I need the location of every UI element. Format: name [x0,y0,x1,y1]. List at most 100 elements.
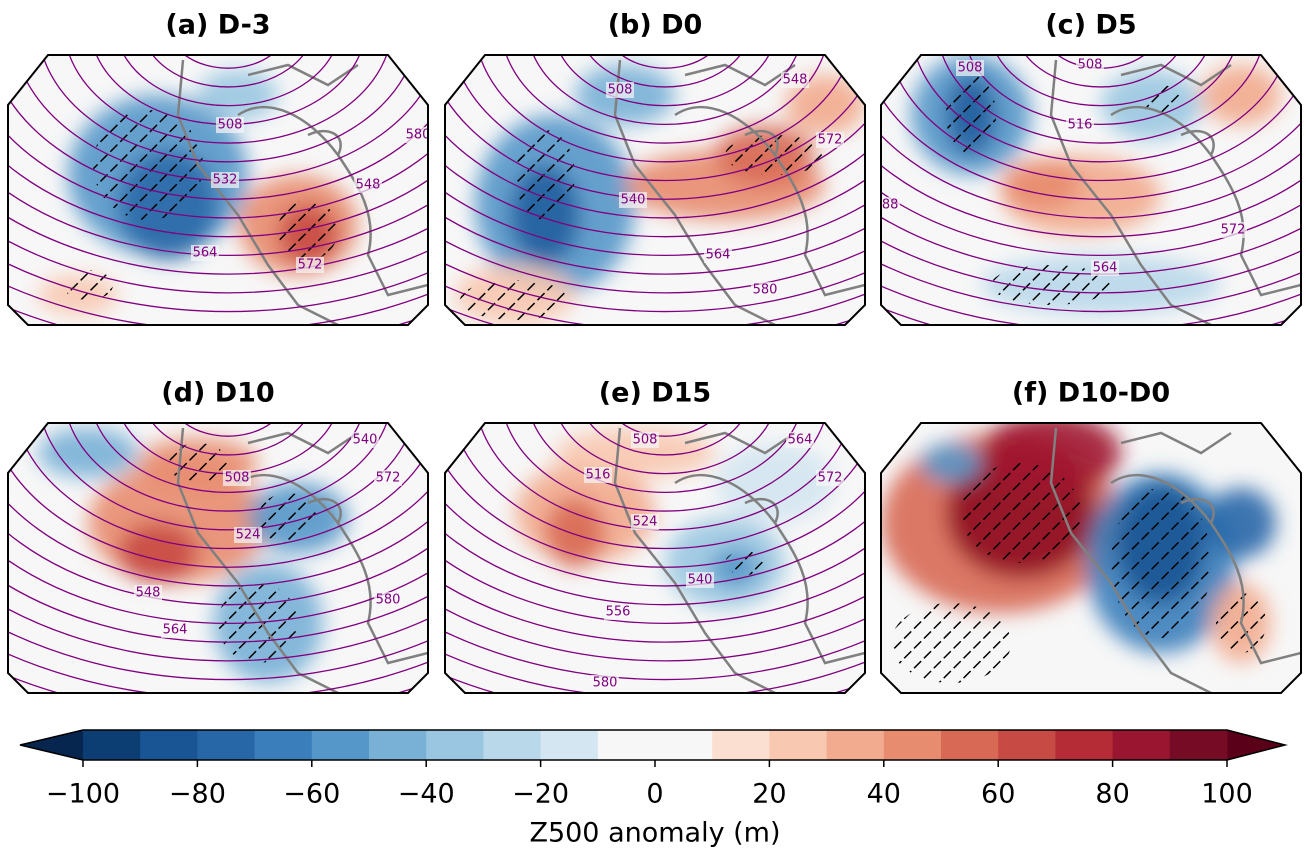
hatching [1111,488,1211,638]
hatching [63,270,113,300]
colorbar-bin [941,730,999,760]
hatching [961,463,1081,563]
map-lines: 508 524 540 548 564 572 580 [8,423,428,693]
contour-label: 548 [136,586,161,601]
contour-line [63,55,393,144]
coastline [1049,427,1301,693]
colorbar-tick-label: −100 [46,779,120,810]
contour-label: 516 [1068,118,1093,133]
contour-line [8,423,428,662]
contour-line [910,55,1292,163]
contour-label: 540 [688,573,713,588]
contour-line [988,55,1214,107]
map-lines: 508 532 548 564 572 580 [8,55,431,325]
colorbar-tick-label: 20 [752,779,786,810]
hatching [991,265,1111,305]
contour-line [115,55,341,107]
contour-line [8,423,428,606]
contour-line [11,423,428,550]
contour-line [445,55,865,275]
colorbar-bin [597,730,656,760]
colorbar-tick-label: 0 [646,779,663,810]
contour-label: 524 [633,515,658,530]
contour-line [445,423,865,662]
contour-line [500,423,830,512]
colorbar-bin [769,730,828,760]
contour-line [141,423,315,456]
map-panel: 508 532 548 564 572 580 [8,55,431,325]
panel-title: (a) D-3 [165,10,270,41]
colorbar-tick-label: −20 [512,779,569,810]
contour-line [474,55,856,163]
colorbar-tick-label: 80 [1095,779,1129,810]
contour-line [8,55,428,294]
contour-label: 572 [1221,223,1246,238]
contour-line [8,423,428,681]
contour-line [474,423,856,531]
hatching [258,493,318,543]
map-panel: 508 508 516 564 572 588 [881,55,1301,325]
contour-line [448,423,865,550]
hatching [515,130,575,220]
contour-line [8,423,428,568]
contour-line [448,55,865,182]
panel-title: (f) D10-D0 [1012,378,1170,409]
panel-border [444,422,866,694]
anomaly-blob [38,428,138,478]
panel-border [880,54,1302,326]
anomaly-blob [555,428,715,478]
contour-line [167,423,289,437]
contour-line [445,423,865,587]
colorbar-bin [540,730,599,760]
contour-label: 564 [788,433,813,448]
panel-border [880,422,1302,694]
anomaly-blob [198,70,278,120]
contour-line [552,55,778,107]
contour-line [8,423,428,587]
panel-border [7,422,429,694]
contour-label: 580 [593,676,618,691]
hatching [93,110,203,220]
map-lines: 508 548 572 540 564 580 [445,55,865,325]
contour-label: 508 [608,83,633,98]
contour-line [884,55,1301,182]
coastline [176,59,428,325]
contour-line [578,55,752,88]
contour-line [8,55,428,313]
anomaly-blob [1206,488,1276,558]
anomaly-blob [921,443,981,483]
hatching [725,551,765,575]
contour-line [37,55,419,163]
contour-label: 556 [606,605,631,620]
contour-label: 580 [406,128,431,143]
colorbar-tick-label: −60 [283,779,340,810]
map-panel: 508 516 524 540 556 564 572 580 [445,423,865,693]
contour-line [167,55,289,69]
contour-line [37,423,419,531]
contour-line [881,55,1301,257]
colorbar-bin [998,730,1056,760]
contour-line [63,423,393,512]
contour-label: 572 [818,133,843,148]
contour-line [881,55,1301,200]
contour-label: 508 [218,118,243,133]
colorbar-bin [655,730,713,760]
coastline [176,427,428,693]
panel-title: (c) D5 [1045,10,1136,41]
panel-title: (b) D0 [608,10,703,41]
contour-label: 508 [225,471,250,486]
contour-line [445,423,865,568]
contour-label: 572 [818,471,843,486]
map-panel: 508 524 540 548 564 572 580 [8,423,428,693]
hatching [1141,85,1181,115]
contour-line [500,55,830,144]
contour-label: 572 [298,258,323,273]
contour-label: 540 [353,433,378,448]
contour-label: 548 [356,178,381,193]
contour-line [141,55,315,88]
contour-line [8,423,428,643]
colorbar-tick-label: 60 [981,779,1015,810]
colorbar-bin [369,730,427,760]
anomaly-blob [785,75,865,135]
contour-line [578,423,752,456]
